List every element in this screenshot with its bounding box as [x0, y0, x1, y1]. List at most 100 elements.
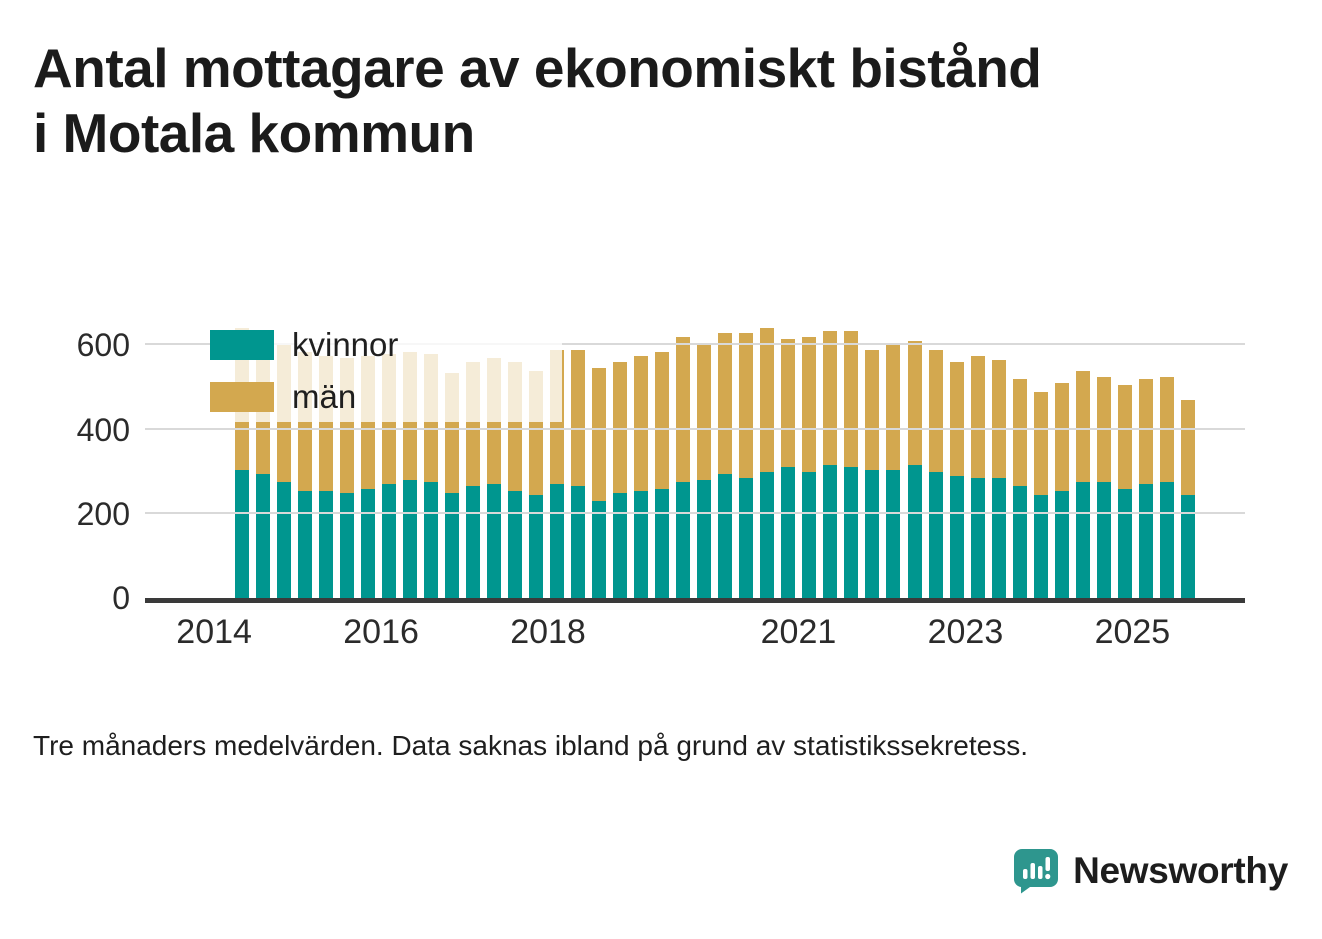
- bar-2019-q2: [655, 320, 670, 598]
- legend-label-man: män: [292, 378, 357, 415]
- bar-segment-män: [844, 330, 859, 468]
- bar-segment-kvinnor: [718, 473, 733, 598]
- bar-segment-kvinnor: [886, 469, 901, 598]
- bar-2023-q4: [1033, 320, 1048, 598]
- bar-2023-q3: [1012, 320, 1027, 598]
- bar-2023-q1: [970, 320, 985, 598]
- bar-2020-q1: [718, 320, 733, 598]
- bar-segment-kvinnor: [550, 484, 565, 598]
- bar-segment-kvinnor: [571, 486, 586, 598]
- bar-segment-kvinnor: [319, 490, 334, 598]
- bar-segment-män: [697, 345, 712, 481]
- legend-item-man: män: [210, 378, 562, 416]
- bar-2024-q1: [1054, 320, 1069, 598]
- y-axis-tick-0: 0: [112, 580, 130, 616]
- legend-swatch-kvinnor: [210, 330, 274, 360]
- bar-segment-män: [1033, 391, 1048, 495]
- bar-2018-q4: [613, 320, 628, 598]
- bar-segment-kvinnor: [739, 477, 754, 598]
- x-axis-tick-2014: 2014: [176, 613, 252, 651]
- bar-segment-män: [634, 355, 649, 491]
- bar-2019-q1: [634, 320, 649, 598]
- bar-segment-kvinnor: [403, 480, 418, 598]
- gridline-400: [145, 427, 1245, 430]
- bar-2020-q2: [739, 320, 754, 598]
- bar-segment-kvinnor: [361, 488, 376, 598]
- bar-2019-q4: [697, 320, 712, 598]
- bar-2025-q3: [1180, 320, 1195, 598]
- bar-2022-q4: [949, 320, 964, 598]
- bar-segment-kvinnor: [1180, 494, 1195, 598]
- bar-segment-kvinnor: [1096, 482, 1111, 598]
- bar-segment-kvinnor: [781, 467, 796, 598]
- x-axis-tick-2023: 2023: [927, 613, 1004, 651]
- bar-segment-kvinnor: [424, 482, 439, 598]
- bar-segment-män: [1117, 385, 1132, 489]
- chart-legend: kvinnor män: [210, 322, 562, 422]
- bar-segment-män: [949, 362, 964, 476]
- bar-segment-män: [1096, 376, 1111, 483]
- bar-segment-kvinnor: [991, 477, 1006, 598]
- bar-segment-män: [676, 336, 691, 483]
- page-title: Antal mottagare av ekonomiskt bistånd i …: [33, 36, 1303, 166]
- y-axis-tick-600: 600: [76, 327, 130, 364]
- bar-segment-kvinnor: [1117, 488, 1132, 598]
- bar-segment-män: [970, 355, 985, 478]
- bar-segment-män: [592, 368, 607, 502]
- bar-segment-kvinnor: [970, 477, 985, 598]
- bar-segment-kvinnor: [508, 490, 523, 598]
- gridline-200: [145, 511, 1245, 514]
- bar-segment-kvinnor: [1075, 482, 1090, 598]
- bar-2021-q1: [802, 320, 817, 598]
- bar-segment-kvinnor: [676, 482, 691, 598]
- bar-2018-q3: [592, 320, 607, 598]
- bar-2022-q1: [886, 320, 901, 598]
- bar-segment-kvinnor: [1054, 490, 1069, 598]
- bar-segment-män: [571, 349, 586, 487]
- bar-2020-q3: [760, 320, 775, 598]
- bar-segment-män: [823, 330, 838, 466]
- x-axis-tick-2025: 2025: [1094, 613, 1171, 651]
- chart-footnote: Tre månaders medelvärden. Data saknas ib…: [33, 730, 1029, 761]
- bar-segment-män: [739, 332, 754, 478]
- bar-segment-män: [613, 362, 628, 493]
- bar-segment-kvinnor: [340, 492, 355, 598]
- bar-segment-män: [1012, 378, 1027, 487]
- bar-segment-kvinnor: [865, 469, 880, 598]
- bar-segment-män: [760, 328, 775, 472]
- bar-segment-män: [1138, 378, 1153, 485]
- bar-segment-män: [1075, 370, 1090, 483]
- newsworthy-bubble-icon: [1014, 849, 1059, 894]
- bar-segment-kvinnor: [613, 492, 628, 598]
- bar-segment-kvinnor: [445, 492, 460, 598]
- legend-item-kvinnor: kvinnor: [210, 326, 562, 364]
- bar-segment-män: [865, 349, 880, 470]
- bar-segment-kvinnor: [382, 484, 397, 598]
- y-axis-tick-200: 200: [76, 495, 130, 532]
- bar-segment-kvinnor: [1159, 482, 1174, 598]
- bar-segment-kvinnor: [1033, 494, 1048, 598]
- bar-segment-kvinnor: [529, 494, 544, 598]
- bar-segment-män: [802, 336, 817, 472]
- bar-segment-män: [1159, 376, 1174, 483]
- bar-segment-kvinnor: [697, 480, 712, 598]
- legend-swatch-man: [210, 382, 274, 412]
- bar-2022-q2: [907, 320, 922, 598]
- bar-segment-män: [1180, 400, 1195, 495]
- bar-segment-kvinnor: [634, 490, 649, 598]
- bar-segment-män: [718, 332, 733, 474]
- bar-segment-kvinnor: [907, 465, 922, 598]
- bar-segment-kvinnor: [823, 465, 838, 598]
- bar-2025-q1: [1138, 320, 1153, 598]
- bar-2021-q4: [865, 320, 880, 598]
- bar-segment-kvinnor: [802, 471, 817, 598]
- bar-segment-kvinnor: [466, 486, 481, 598]
- bar-segment-kvinnor: [760, 471, 775, 598]
- stacked-bar-chart: kvinnor män 0 200 400 600 2014 2016 2018 2021 20…: [0, 300, 1322, 651]
- x-axis-tick-2016: 2016: [343, 613, 419, 651]
- page-title-line1: Antal mottagare av ekonomiskt bistånd: [33, 37, 1042, 99]
- bar-segment-kvinnor: [592, 501, 607, 598]
- bar-2024-q4: [1117, 320, 1132, 598]
- bar-2021-q3: [844, 320, 859, 598]
